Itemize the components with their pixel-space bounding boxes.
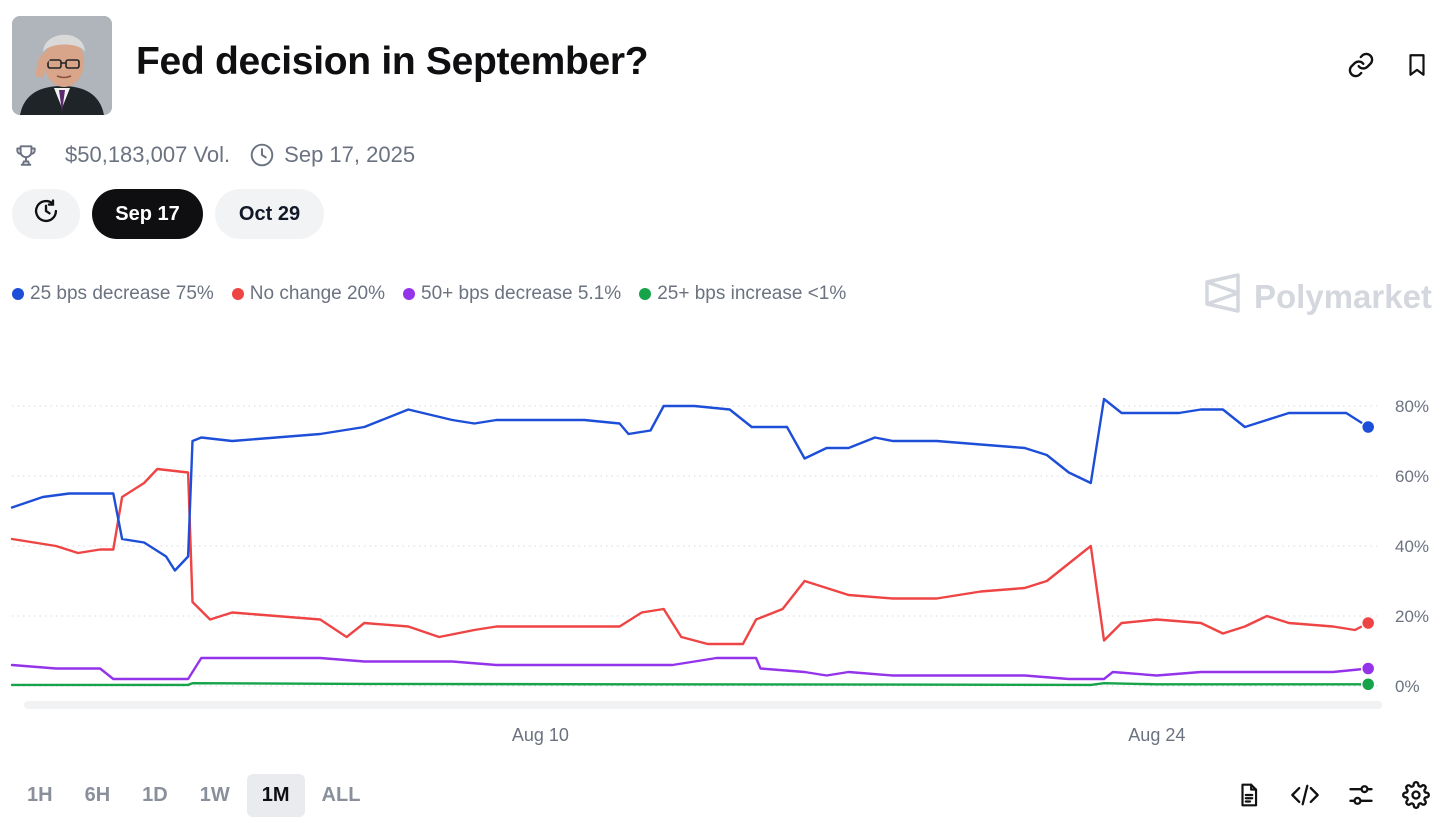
legend-item: 50+ bps decrease 5.1% <box>403 283 621 305</box>
y-tick-label: 40% <box>1395 537 1429 556</box>
volume-text: $50,183,007 Vol. <box>65 142 231 167</box>
legend-label: No change 20% <box>249 283 386 304</box>
code-icon[interactable] <box>1289 779 1321 811</box>
legend-label: 25 bps decrease 75% <box>30 283 214 304</box>
series-end-dot <box>1360 419 1376 435</box>
legend-item: 25+ bps increase <1% <box>639 283 846 305</box>
series-line <box>10 656 1370 681</box>
time-scrubber <box>24 701 1382 709</box>
polymarket-logo-icon <box>1204 272 1242 322</box>
market-title: Fed decision in September? <box>136 40 649 83</box>
x-tick-label: Aug 10 <box>512 725 569 745</box>
history-icon <box>32 197 60 231</box>
x-tick-label: Aug 24 <box>1128 725 1185 745</box>
end-date-text: Sep 17, 2025 <box>284 142 416 167</box>
history-button[interactable] <box>12 189 80 239</box>
y-tick-label: 80% <box>1395 397 1429 416</box>
legend-item: 25 bps decrease 75% <box>12 283 214 305</box>
y-tick-label: 60% <box>1395 467 1429 486</box>
y-tick-label: 20% <box>1395 607 1429 626</box>
polymarket-watermark: Polymarket <box>1204 272 1432 322</box>
series-line <box>10 467 1370 646</box>
sliders-icon[interactable] <box>1345 779 1377 811</box>
series-end-dot <box>1360 677 1376 692</box>
gear-icon[interactable] <box>1400 779 1432 811</box>
document-icon[interactable] <box>1233 779 1265 811</box>
clock-icon <box>248 141 276 169</box>
range-1d[interactable]: 1D <box>142 784 168 806</box>
price-history-chart[interactable]: 0% 20% 40% 60% 80% Aug 10 Aug 24 <box>0 380 1456 760</box>
legend-item: No change 20% <box>231 283 386 305</box>
date-pill-sep-17[interactable]: Sep 17 <box>92 189 203 239</box>
y-tick-label: 0% <box>1395 677 1420 696</box>
legend-label: 25+ bps increase <1% <box>657 283 847 304</box>
legend-dot <box>403 288 416 300</box>
market-image <box>12 16 112 115</box>
range-all[interactable]: ALL <box>321 784 361 806</box>
link-icon[interactable] <box>1346 50 1376 80</box>
series-line <box>10 397 1370 572</box>
range-1h[interactable]: 1H <box>27 784 53 806</box>
range-1w[interactable]: 1W <box>199 784 230 806</box>
legend-dot <box>231 288 244 300</box>
chart-legend: 25 bps decrease 75% No change 20% 50+ bp… <box>12 283 846 305</box>
trophy-icon <box>12 141 40 169</box>
series-line <box>10 682 1370 687</box>
time-range-selector: 1H 6H 1D 1W 1M ALL <box>12 774 375 817</box>
legend-dot <box>12 288 24 300</box>
series-end-dot <box>1360 661 1376 676</box>
legend-label: 50+ bps decrease 5.1% <box>421 283 622 304</box>
market-meta: $50,183,007 Vol. Sep 17, 2025 <box>12 140 415 170</box>
brand-name: Polymarket <box>1254 278 1432 315</box>
date-pill-oct-29[interactable]: Oct 29 <box>215 189 324 239</box>
date-selector: Sep 17 Oct 29 <box>12 189 324 239</box>
series-end-dot <box>1360 615 1376 631</box>
range-1m[interactable]: 1M <box>246 774 305 817</box>
bookmark-icon[interactable] <box>1402 50 1432 80</box>
legend-dot <box>639 288 652 300</box>
range-6h[interactable]: 6H <box>84 784 111 806</box>
